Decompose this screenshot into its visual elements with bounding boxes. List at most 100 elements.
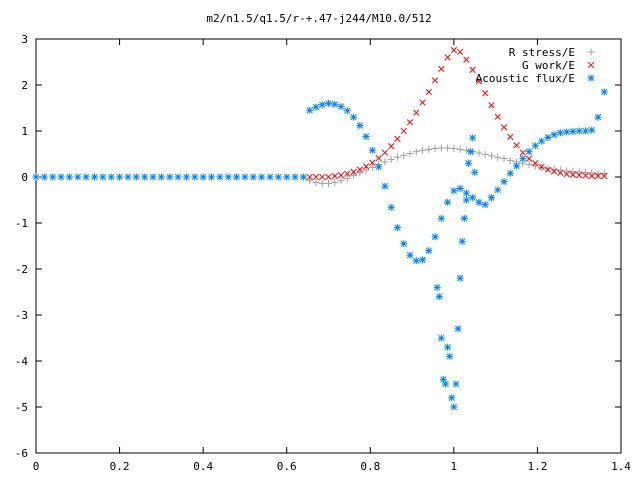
data-point (544, 133, 552, 141)
data-point (387, 203, 395, 211)
data-point (400, 127, 407, 135)
marker-stroke (331, 101, 338, 108)
marker-stroke (525, 148, 533, 155)
marker-stroke (66, 173, 73, 181)
marker-stroke (400, 240, 407, 247)
series-0 (306, 144, 608, 187)
data-point (450, 187, 458, 195)
marker-stroke (362, 163, 370, 170)
series-1 (306, 46, 608, 181)
data-point (319, 173, 326, 181)
marker-stroke (74, 173, 81, 181)
marker-stroke (300, 173, 307, 181)
marker-stroke (306, 107, 313, 114)
data-point (467, 148, 475, 156)
data-point (462, 189, 470, 197)
marker-stroke (191, 173, 198, 181)
data-point (450, 46, 458, 54)
data-point (569, 167, 577, 175)
data-point (538, 163, 545, 171)
data-point (435, 293, 443, 301)
marker-stroke (442, 380, 449, 388)
y-tick-label: 3 (21, 33, 28, 46)
marker-stroke (438, 334, 445, 342)
marker-stroke (587, 74, 595, 82)
series-marks (32, 46, 608, 411)
marker-stroke (413, 109, 420, 116)
marker-stroke (174, 173, 182, 181)
marker-stroke (461, 215, 468, 222)
data-point (458, 237, 466, 245)
marker-stroke (582, 172, 589, 179)
data-point (325, 99, 332, 107)
y-tick-label: -4 (15, 355, 29, 368)
data-point (532, 160, 539, 167)
data-point (487, 194, 495, 202)
marker-stroke (463, 56, 470, 63)
data-point (393, 153, 401, 161)
marker-stroke (500, 178, 508, 185)
marker-stroke (544, 134, 552, 141)
data-point (452, 380, 460, 388)
data-point (312, 179, 320, 187)
marker-stroke (49, 173, 56, 181)
marker-stroke (208, 173, 215, 181)
data-point (32, 173, 40, 181)
data-point (550, 168, 558, 175)
data-point (563, 128, 571, 136)
data-point (438, 65, 445, 73)
data-point (462, 196, 470, 204)
data-point (425, 88, 432, 96)
data-point (431, 233, 439, 241)
data-point (456, 145, 464, 153)
data-point (400, 240, 408, 248)
data-point (519, 149, 526, 156)
marker-stroke (440, 376, 447, 383)
x-tick-label: 1.4 (611, 460, 631, 473)
data-point (450, 403, 458, 411)
data-point (368, 163, 376, 171)
marker-stroke (452, 380, 460, 388)
marker-stroke (550, 131, 558, 138)
data-point (312, 103, 320, 111)
marker-stroke (507, 133, 514, 141)
marker-stroke (450, 403, 458, 411)
marker-stroke (576, 127, 583, 135)
marker-stroke (563, 171, 570, 178)
marker-stroke (258, 173, 265, 181)
marker-stroke (475, 199, 483, 206)
data-point (456, 274, 464, 282)
data-point (544, 166, 552, 173)
marker-stroke (149, 173, 157, 181)
marker-stroke (312, 103, 320, 111)
marker-stroke (99, 173, 107, 181)
data-point (464, 159, 472, 167)
marker-stroke (444, 54, 451, 61)
marker-stroke (350, 114, 357, 121)
marker-stroke (532, 142, 539, 149)
data-point (582, 172, 589, 179)
data-point (442, 380, 449, 388)
data-point (456, 185, 464, 192)
marker-stroke (419, 99, 426, 106)
data-point (356, 121, 364, 129)
marker-stroke (594, 114, 602, 121)
data-point (306, 177, 314, 185)
data-point (563, 171, 570, 178)
data-point (74, 173, 82, 181)
marker-stroke (588, 172, 595, 180)
data-point (116, 173, 124, 181)
data-point (437, 144, 445, 152)
marker-stroke (538, 137, 545, 145)
y-tick-label: 1 (21, 125, 28, 138)
x-tick-label: 0 (33, 460, 40, 473)
data-point (456, 48, 464, 56)
data-point (343, 107, 351, 115)
data-point (141, 173, 149, 181)
legend-marker (587, 48, 595, 56)
data-point (291, 173, 299, 181)
data-point (274, 173, 282, 181)
data-point (412, 257, 420, 265)
marker-stroke (431, 77, 439, 84)
data-point (525, 148, 533, 156)
